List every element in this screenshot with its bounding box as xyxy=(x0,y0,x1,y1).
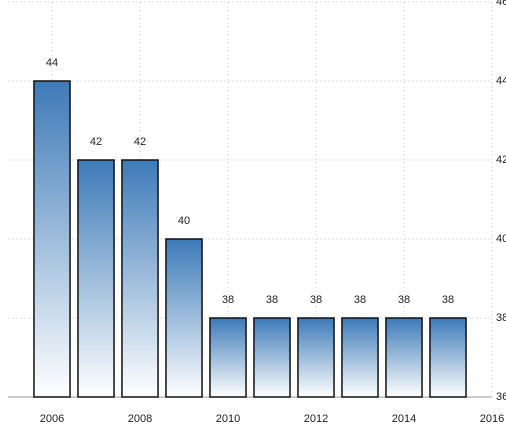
y-tick-label: 38 xyxy=(496,312,506,324)
data-label: 38 xyxy=(442,294,454,306)
y-tick-label: 40 xyxy=(496,233,506,245)
y-tick-label: 46 xyxy=(496,0,506,8)
data-label: 40 xyxy=(178,215,190,227)
data-label: 42 xyxy=(90,136,102,148)
bar xyxy=(77,159,115,398)
x-tick-label: 2010 xyxy=(216,413,240,425)
data-label: 38 xyxy=(354,294,366,306)
y-tick-label: 36 xyxy=(496,391,506,403)
bar xyxy=(297,317,335,398)
data-label: 38 xyxy=(398,294,410,306)
x-tick-label: 2012 xyxy=(304,413,328,425)
bar xyxy=(253,317,291,398)
y-tick-label: 42 xyxy=(496,154,506,166)
bar xyxy=(165,238,203,398)
bar xyxy=(341,317,379,398)
bar xyxy=(209,317,247,398)
data-label: 42 xyxy=(134,136,146,148)
data-label: 38 xyxy=(310,294,322,306)
bar xyxy=(385,317,423,398)
x-tick-label: 2016 xyxy=(480,413,504,425)
data-label: 38 xyxy=(222,294,234,306)
bar xyxy=(429,317,467,398)
x-tick-label: 2008 xyxy=(128,413,152,425)
x-tick-label: 2006 xyxy=(40,413,64,425)
bar xyxy=(121,159,159,398)
x-tick-label: 2014 xyxy=(392,413,416,425)
y-tick-label: 44 xyxy=(496,75,506,87)
data-label: 44 xyxy=(46,57,58,69)
data-label: 38 xyxy=(266,294,278,306)
bar xyxy=(33,80,71,398)
